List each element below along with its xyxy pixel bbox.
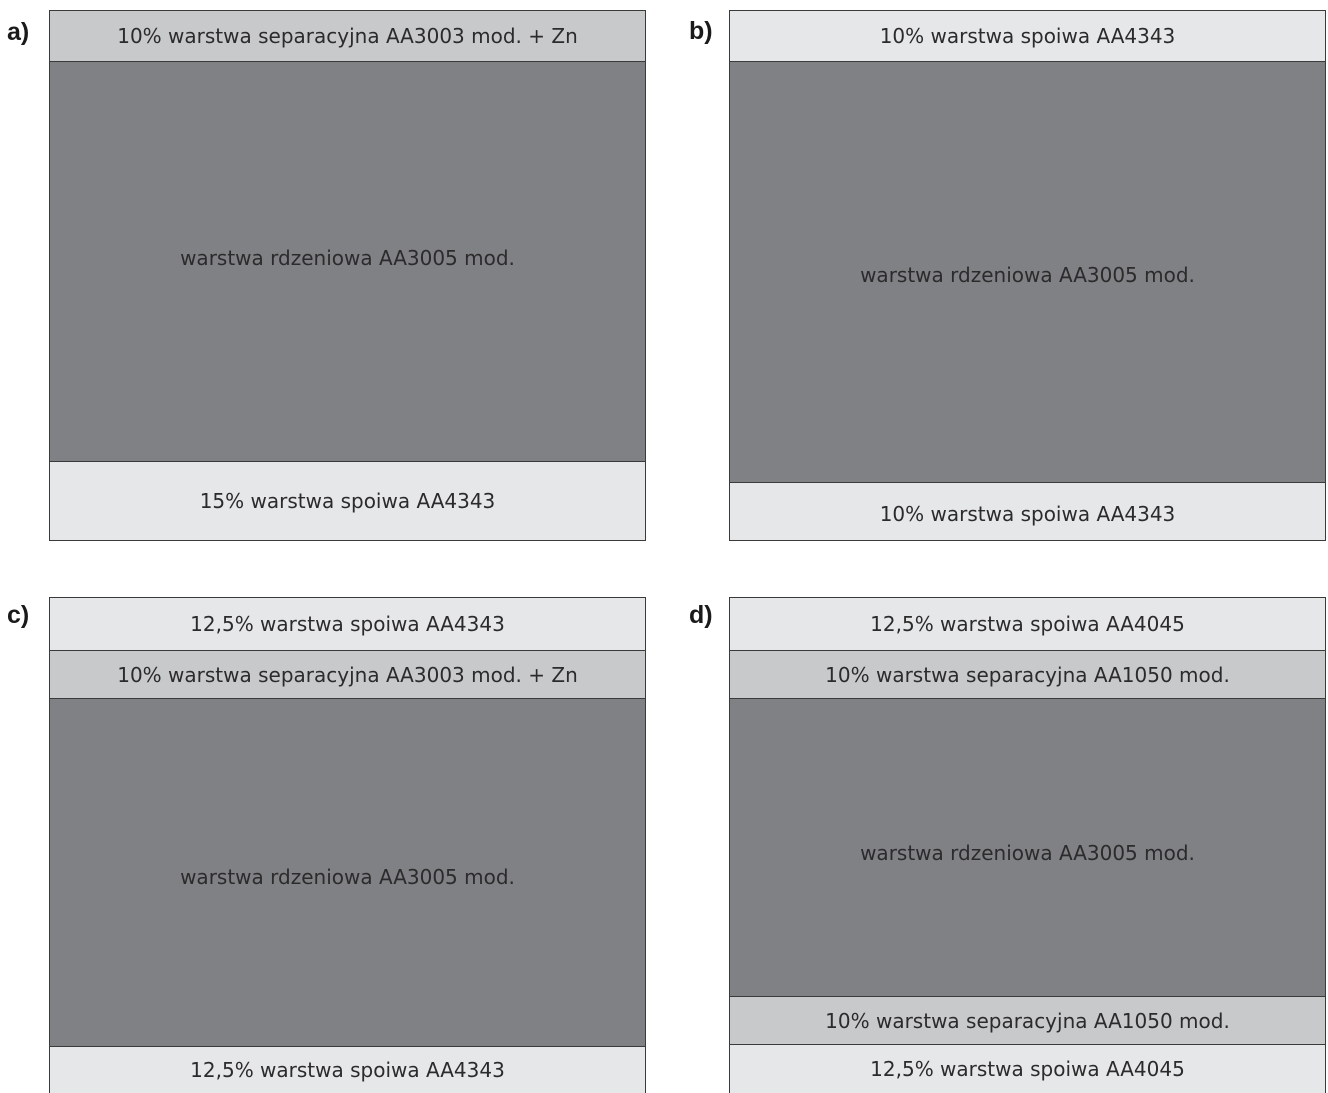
panel-a-layer-stack: 10% warstwa separacyjna AA3003 mod. + Zn…: [49, 10, 646, 541]
braze-layer: 15% warstwa spoiwa AA4343: [50, 461, 645, 540]
layer-label: 12,5% warstwa spoiwa AA4343: [190, 612, 505, 636]
layer-label: 10% warstwa separacyjna AA1050 mod.: [825, 662, 1230, 687]
panel-label-b: b): [689, 17, 713, 45]
layer-label: warstwa rdzeniowa AA3005 mod.: [180, 864, 515, 889]
panel-c-layer-stack: 12,5% warstwa spoiwa AA4343 10% warstwa …: [49, 597, 646, 1093]
core-layer: warstwa rdzeniowa AA3005 mod.: [730, 61, 1325, 482]
braze-layer: 12,5% warstwa spoiwa AA4045: [730, 598, 1325, 650]
braze-layer: 10% warstwa spoiwa AA4343: [730, 482, 1325, 540]
core-layer: warstwa rdzeniowa AA3005 mod.: [730, 698, 1325, 996]
separation-layer: 10% warstwa separacyjna AA1050 mod.: [730, 650, 1325, 698]
layer-label: 12,5% warstwa spoiwa AA4045: [870, 1057, 1185, 1081]
layer-label: warstwa rdzeniowa AA3005 mod.: [180, 245, 515, 270]
separation-layer: 10% warstwa separacyjna AA3003 mod. + Zn: [50, 11, 645, 61]
separation-layer: 10% warstwa separacyjna AA1050 mod.: [730, 996, 1325, 1044]
braze-layer: 10% warstwa spoiwa AA4343: [730, 11, 1325, 61]
braze-layer: 12,5% warstwa spoiwa AA4343: [50, 598, 645, 650]
layer-label: 10% warstwa separacyjna AA3003 mod. + Zn: [117, 24, 578, 48]
layer-label: 10% warstwa spoiwa AA4343: [879, 501, 1176, 526]
panel-label-a: a): [7, 18, 30, 46]
layer-label: 10% warstwa separacyjna AA3003 mod. + Zn: [117, 662, 578, 687]
layer-label: warstwa rdzeniowa AA3005 mod.: [860, 840, 1195, 865]
panel-b-layer-stack: 10% warstwa spoiwa AA4343 warstwa rdzeni…: [729, 10, 1326, 541]
braze-layer: 12,5% warstwa spoiwa AA4343: [50, 1046, 645, 1093]
layer-label: 10% warstwa separacyjna AA1050 mod.: [825, 1008, 1230, 1033]
separation-layer: 10% warstwa separacyjna AA3003 mod. + Zn: [50, 650, 645, 698]
layer-label: 12,5% warstwa spoiwa AA4045: [870, 612, 1185, 636]
core-layer: warstwa rdzeniowa AA3005 mod.: [50, 61, 645, 461]
panel-label-c: c): [7, 601, 30, 629]
layer-label: 12,5% warstwa spoiwa AA4343: [190, 1058, 505, 1082]
panel-label-d: d): [689, 601, 713, 629]
panel-d-layer-stack: 12,5% warstwa spoiwa AA4045 10% warstwa …: [729, 597, 1326, 1093]
core-layer: warstwa rdzeniowa AA3005 mod.: [50, 698, 645, 1046]
layer-label: 15% warstwa spoiwa AA4343: [199, 489, 496, 513]
layer-label: warstwa rdzeniowa AA3005 mod.: [860, 263, 1195, 287]
braze-layer: 12,5% warstwa spoiwa AA4045: [730, 1044, 1325, 1093]
layer-label: 10% warstwa spoiwa AA4343: [879, 24, 1176, 48]
